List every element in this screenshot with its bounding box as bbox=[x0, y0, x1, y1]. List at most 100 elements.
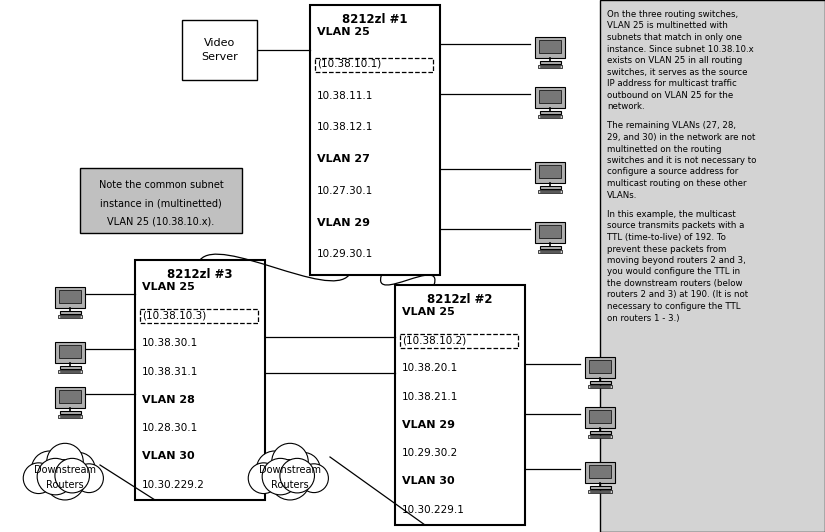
Text: Routers: Routers bbox=[46, 480, 84, 490]
Bar bbox=[58, 415, 82, 418]
Bar bbox=[539, 225, 561, 238]
Bar bbox=[590, 431, 610, 434]
Text: VLAN 25: VLAN 25 bbox=[317, 27, 370, 37]
Circle shape bbox=[257, 451, 293, 487]
Text: 10.29.30.1: 10.29.30.1 bbox=[317, 250, 373, 260]
Bar bbox=[540, 111, 560, 114]
Text: 8212zl #2: 8212zl #2 bbox=[427, 293, 493, 306]
Bar bbox=[589, 465, 611, 478]
Text: switches, it serves as the source: switches, it serves as the source bbox=[607, 68, 747, 77]
Text: Routers: Routers bbox=[271, 480, 309, 490]
Circle shape bbox=[31, 451, 68, 487]
Text: Video: Video bbox=[204, 38, 235, 48]
Text: Downstream: Downstream bbox=[259, 465, 321, 475]
Text: 10.38.11.1: 10.38.11.1 bbox=[317, 90, 374, 101]
Bar bbox=[538, 115, 562, 118]
Circle shape bbox=[270, 460, 310, 500]
Text: (10.38.10.2): (10.38.10.2) bbox=[402, 335, 466, 345]
Text: (10.38.10.3): (10.38.10.3) bbox=[142, 310, 206, 320]
Bar bbox=[590, 486, 610, 489]
Text: exists on VLAN 25 in all routing: exists on VLAN 25 in all routing bbox=[607, 56, 743, 65]
Circle shape bbox=[299, 464, 328, 493]
Text: configure a source address for: configure a source address for bbox=[607, 168, 738, 177]
Text: 10.27.30.1: 10.27.30.1 bbox=[317, 186, 373, 196]
Bar bbox=[589, 360, 611, 373]
Text: 10.38.31.1: 10.38.31.1 bbox=[142, 367, 198, 377]
Text: 10.28.30.1: 10.28.30.1 bbox=[142, 423, 198, 433]
Bar bbox=[535, 162, 565, 183]
Circle shape bbox=[74, 464, 103, 493]
Text: On the three routing switches,: On the three routing switches, bbox=[607, 10, 738, 19]
Text: Server: Server bbox=[201, 52, 238, 62]
Text: 10.29.30.2: 10.29.30.2 bbox=[402, 448, 458, 458]
Text: source transmits packets with a: source transmits packets with a bbox=[607, 221, 744, 230]
Bar bbox=[54, 387, 86, 408]
Text: outbound on VLAN 25 for the: outbound on VLAN 25 for the bbox=[607, 90, 733, 99]
Text: VLAN 25: VLAN 25 bbox=[142, 282, 195, 292]
Bar bbox=[535, 222, 565, 243]
Circle shape bbox=[47, 443, 83, 480]
Text: switches and it is not necessary to: switches and it is not necessary to bbox=[607, 156, 757, 165]
Text: 8212zl #1: 8212zl #1 bbox=[342, 13, 408, 26]
Text: subnets that match in only one: subnets that match in only one bbox=[607, 33, 742, 42]
Circle shape bbox=[37, 459, 73, 495]
Bar bbox=[80, 168, 242, 233]
Text: Downstream: Downstream bbox=[34, 465, 96, 475]
Text: VLAN 25: VLAN 25 bbox=[402, 307, 455, 317]
Circle shape bbox=[55, 459, 89, 493]
Text: VLAN 27: VLAN 27 bbox=[317, 154, 370, 164]
Text: on routers 1 - 3.): on routers 1 - 3.) bbox=[607, 313, 680, 322]
Circle shape bbox=[286, 452, 320, 486]
Bar bbox=[585, 357, 615, 378]
Bar bbox=[585, 407, 615, 428]
Text: network.: network. bbox=[607, 102, 644, 111]
Text: routers 2 and 3) at 190. (It is not: routers 2 and 3) at 190. (It is not bbox=[607, 290, 748, 300]
Bar bbox=[588, 435, 612, 437]
Circle shape bbox=[280, 459, 314, 493]
Text: (10.38.10.1): (10.38.10.1) bbox=[317, 59, 381, 69]
Bar bbox=[59, 290, 81, 303]
Text: VLAN 25 is multinetted with: VLAN 25 is multinetted with bbox=[607, 21, 728, 30]
Circle shape bbox=[45, 460, 85, 500]
Text: 29, and 30) in the network are not: 29, and 30) in the network are not bbox=[607, 133, 756, 142]
Bar bbox=[539, 90, 561, 103]
Circle shape bbox=[23, 463, 54, 494]
Bar bbox=[535, 37, 565, 58]
Bar bbox=[538, 250, 562, 253]
Bar bbox=[59, 367, 81, 369]
Text: necessary to configure the TTL: necessary to configure the TTL bbox=[607, 302, 741, 311]
Text: VLAN 29: VLAN 29 bbox=[402, 420, 455, 430]
Text: moving beyond routers 2 and 3,: moving beyond routers 2 and 3, bbox=[607, 256, 746, 265]
Bar bbox=[135, 260, 265, 500]
Text: IP address for multicast traffic: IP address for multicast traffic bbox=[607, 79, 737, 88]
Text: 10.38.20.1: 10.38.20.1 bbox=[402, 363, 458, 373]
Bar bbox=[540, 186, 560, 189]
Circle shape bbox=[271, 443, 309, 480]
Circle shape bbox=[248, 463, 279, 494]
Bar bbox=[539, 40, 561, 53]
Bar bbox=[538, 190, 562, 193]
Text: VLAN 30: VLAN 30 bbox=[142, 452, 195, 461]
Bar bbox=[589, 410, 611, 423]
Bar bbox=[400, 334, 518, 348]
Text: 10.38.21.1: 10.38.21.1 bbox=[402, 392, 459, 402]
Text: 10.38.12.1: 10.38.12.1 bbox=[317, 122, 374, 132]
Bar bbox=[59, 390, 81, 403]
Text: The remaining VLANs (27, 28,: The remaining VLANs (27, 28, bbox=[607, 121, 736, 130]
Text: 10.38.30.1: 10.38.30.1 bbox=[142, 338, 198, 348]
Text: you would configure the TTL in: you would configure the TTL in bbox=[607, 268, 740, 277]
Bar bbox=[590, 381, 610, 384]
Bar bbox=[535, 87, 565, 108]
Bar bbox=[140, 309, 258, 323]
Bar bbox=[588, 385, 612, 387]
Bar bbox=[54, 287, 86, 308]
Bar bbox=[58, 370, 82, 372]
Bar bbox=[58, 315, 82, 318]
Text: VLAN 28: VLAN 28 bbox=[142, 395, 195, 405]
Bar bbox=[310, 5, 440, 275]
Bar bbox=[182, 20, 257, 80]
Text: VLANs.: VLANs. bbox=[607, 190, 638, 200]
Bar bbox=[588, 491, 612, 493]
Bar bbox=[540, 61, 560, 64]
Text: instance. Since subnet 10.38.10.x: instance. Since subnet 10.38.10.x bbox=[607, 45, 754, 54]
